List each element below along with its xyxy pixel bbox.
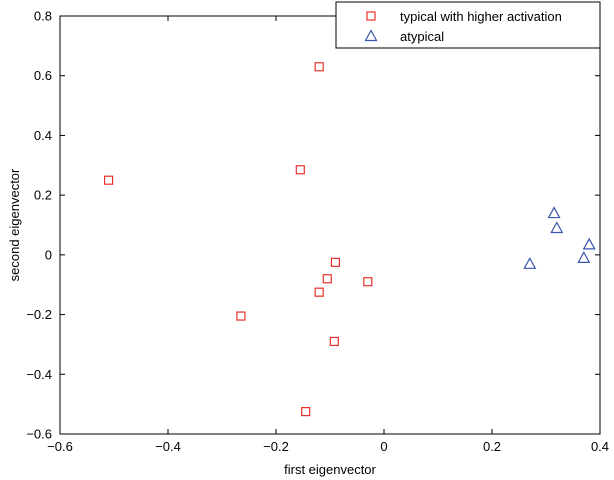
y-tick-label: 0.4 <box>34 128 52 143</box>
plot-area <box>59 15 601 435</box>
square-point <box>314 62 324 72</box>
triangle-point <box>523 257 537 269</box>
square-point <box>236 311 246 321</box>
y-tick-label: −0.4 <box>26 367 52 382</box>
square-point <box>322 274 332 284</box>
y-tick-label: 0 <box>45 247 52 262</box>
legend-box <box>335 1 601 49</box>
legend-entry-label: atypical <box>400 29 444 44</box>
x-tick-label: 0.2 <box>483 439 501 454</box>
square-point <box>363 277 373 287</box>
triangle-point <box>550 221 564 234</box>
square-point <box>301 407 311 417</box>
y-tick-label: −0.6 <box>26 427 52 442</box>
x-tick-label: −0.2 <box>263 439 289 454</box>
legend-triangle-marker <box>364 29 378 42</box>
legend: typical with higher activation atypical <box>335 1 601 49</box>
y-tick-label: 0.8 <box>34 9 52 24</box>
legend-square-marker <box>366 11 376 21</box>
x-tick-label: 0.4 <box>591 439 609 454</box>
square-point <box>103 175 114 185</box>
x-tick-label: 0 <box>380 439 387 454</box>
legend-entry-label: typical with higher activation <box>400 9 562 24</box>
square-point <box>314 287 324 297</box>
square-point <box>330 257 340 267</box>
y-tick-label: 0.6 <box>34 68 52 83</box>
y-axis-label: second eigenvector <box>7 168 22 281</box>
y-tick-label: −0.2 <box>26 307 52 322</box>
triangle-point <box>582 237 596 250</box>
x-axis-label: first eigenvector <box>284 462 376 477</box>
square-point <box>329 336 339 347</box>
triangle-point <box>547 206 561 219</box>
x-tick-label: −0.4 <box>155 439 181 454</box>
triangle-point <box>577 251 591 263</box>
x-tick-label: −0.6 <box>47 439 73 454</box>
y-tick-label: 0.2 <box>34 188 52 203</box>
square-point <box>295 165 305 175</box>
